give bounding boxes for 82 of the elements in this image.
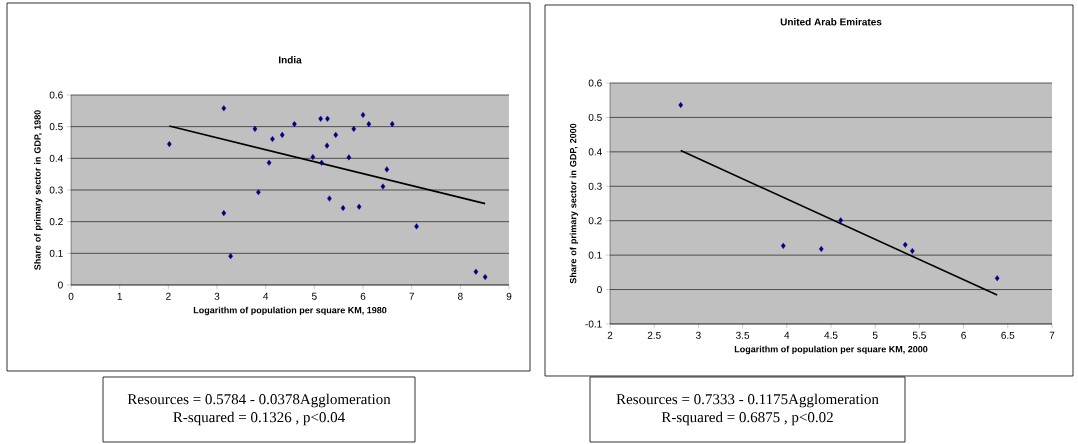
x-tick-label: 2	[166, 292, 171, 300]
point	[266, 159, 272, 166]
point	[360, 111, 366, 118]
x-tick-label: 6	[360, 292, 366, 300]
y-tick-label: 0.2	[588, 217, 602, 225]
point	[910, 248, 915, 254]
y-tick-label: 0.5	[588, 113, 602, 121]
text: Resources = 0.7333 - 0.1175Agglomeration	[616, 393, 879, 408]
point	[994, 275, 1000, 282]
point	[221, 210, 227, 217]
y-tick-label: 0.4	[588, 148, 602, 156]
point	[482, 274, 488, 281]
point	[279, 131, 285, 138]
text: Resources = 0.5784 - 0.0378Agglomeration	[127, 393, 391, 408]
point	[319, 159, 324, 166]
point	[327, 195, 332, 202]
point	[256, 189, 261, 196]
point	[325, 115, 330, 122]
x-tick-label: 4	[263, 292, 269, 300]
x-tick-label: 6	[961, 331, 966, 339]
point	[167, 141, 172, 148]
point	[380, 183, 386, 190]
y-tick-label: 0.2	[49, 218, 63, 226]
y-tick-label: 0.3	[588, 182, 602, 190]
point	[473, 268, 479, 275]
y-axis-title: Share of primary sector in GDP, 2000	[569, 123, 579, 284]
x-tick-label: 0	[68, 292, 74, 300]
x-tick-label: 9	[506, 292, 512, 300]
point	[678, 102, 684, 109]
point	[902, 241, 908, 248]
x-tick-label: 4.5	[824, 331, 838, 339]
x-tick-label: 7	[409, 292, 414, 300]
point	[292, 121, 297, 128]
x-tick-label: 2	[607, 331, 613, 339]
point	[818, 245, 824, 252]
point	[356, 203, 362, 210]
x-axis-title: Logarithm of population per square KM, 1980	[193, 306, 387, 316]
x-tick-label: 7	[1049, 331, 1055, 339]
point	[333, 131, 339, 138]
chart-title: United Arab Emirates	[780, 18, 882, 26]
x-tick-label: 4	[784, 331, 790, 339]
x-tick-label: 3	[696, 331, 701, 339]
point	[228, 253, 233, 260]
point	[366, 121, 372, 128]
point	[340, 205, 346, 212]
x-tick-label: 6.5	[1001, 331, 1015, 339]
y-tick-label: 0.5	[49, 123, 63, 131]
x-tick-label: 1	[117, 292, 122, 300]
point	[318, 115, 323, 122]
point	[384, 166, 390, 173]
point	[351, 125, 357, 132]
x-tick-label: 8	[458, 292, 463, 300]
y-tick-label: 0.4	[49, 154, 63, 162]
point	[780, 242, 786, 249]
point	[221, 105, 227, 112]
point	[389, 121, 395, 128]
x-tick-label: 5	[311, 292, 317, 300]
x-tick-label: 5	[872, 331, 878, 339]
point	[270, 136, 275, 143]
y-tick-label: 0.6	[49, 91, 63, 99]
y-tick-label: 0.3	[49, 186, 63, 194]
x-tick-label: 5.5	[912, 331, 926, 339]
chart-title: India	[279, 56, 302, 64]
point	[324, 142, 330, 149]
x-tick-label: 2.5	[647, 331, 661, 339]
y-axis-title: Share of primary sector in GDP, 1980	[34, 110, 43, 270]
y-tick-label: 0	[58, 281, 63, 289]
text: R-squared = 0.6875 , p<0.02	[661, 411, 833, 426]
point	[838, 217, 844, 224]
point	[414, 223, 419, 230]
point	[252, 125, 258, 132]
y-tick-label: 0.1	[49, 249, 63, 257]
x-axis-title: Logarithm of population per square KM, 2000	[734, 345, 928, 355]
point	[346, 154, 352, 161]
x-tick-label: 3	[214, 292, 220, 300]
y-tick-label: 0.6	[588, 79, 602, 87]
x-tick-label: 3.5	[736, 331, 750, 339]
y-tick-label: 0	[597, 286, 602, 294]
y-tick-label: -0.1	[585, 320, 602, 328]
text: R-squared = 0.1326 , p<0.04	[173, 411, 345, 426]
y-tick-label: 0.1	[588, 251, 602, 259]
point	[310, 154, 316, 161]
